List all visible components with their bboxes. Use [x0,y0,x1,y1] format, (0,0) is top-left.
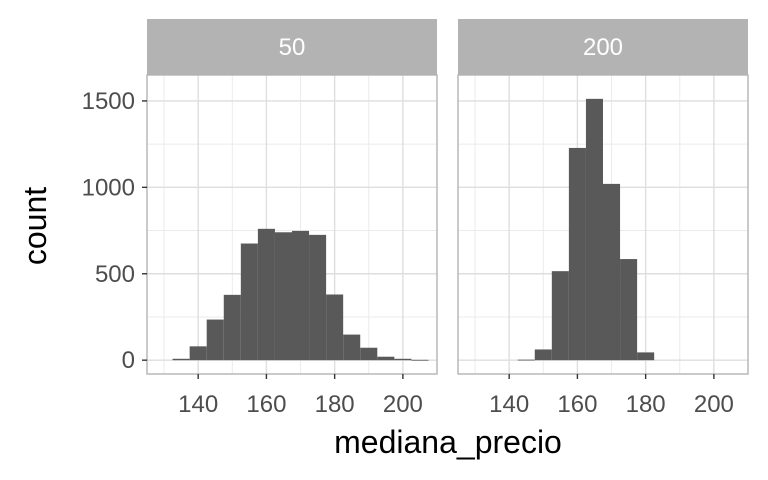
histogram-bar [292,230,310,361]
histogram-bar [274,232,292,361]
histogram-bar [189,346,207,361]
facet-strip-label: 200 [583,34,623,61]
histogram-bar [360,347,378,361]
histogram-bar [343,334,361,361]
histogram-bar [517,359,535,361]
panel-border [146,74,438,375]
y-axis-title: count [17,187,53,265]
histogram-bar [326,294,344,361]
x-tick-label: 160 [557,391,597,418]
x-tick-label: 180 [315,391,355,418]
x-tick-label: 200 [383,391,423,418]
facet-strip [458,19,748,75]
y-tick-label: 0 [122,347,135,374]
x-tick-label: 180 [626,391,666,418]
histogram-bar [551,271,569,361]
x-tick-label: 140 [489,391,529,418]
histogram-bar [637,352,655,361]
y-tick-label: 1000 [82,174,135,201]
histogram-bar [568,147,586,361]
histogram-bar [534,349,552,361]
histogram-bar [309,234,327,361]
facet-strip [147,19,437,75]
histogram-bar [620,259,638,361]
x-tick-label: 140 [178,391,218,418]
x-axis-title: mediana_precio [334,424,562,460]
histogram-bar [394,358,412,361]
x-tick-label: 200 [694,391,734,418]
y-tick-label: 500 [95,261,135,288]
y-tick-label: 1500 [82,88,135,115]
histogram-bar [603,183,621,361]
histogram-bar [257,228,275,361]
histogram-bar [172,358,190,361]
histogram-bar [377,356,395,361]
histogram-bar [411,359,429,361]
histogram-bar [223,294,241,361]
histogram-bar [240,243,258,361]
facet-panel-50: 50 140 160 180 200 [146,19,438,418]
x-tick-label: 160 [246,391,286,418]
histogram-bar [206,319,224,361]
facet-strip-label: 50 [279,34,306,61]
y-axis: 0 500 1000 1500 [82,88,147,374]
histogram-bar [585,98,603,361]
facet-panel-200: 200 140 160 180 200 [457,19,749,418]
panel-border [457,74,749,375]
facet-panels: 50 140 160 180 200 200 140 160 180 200 [146,19,749,418]
